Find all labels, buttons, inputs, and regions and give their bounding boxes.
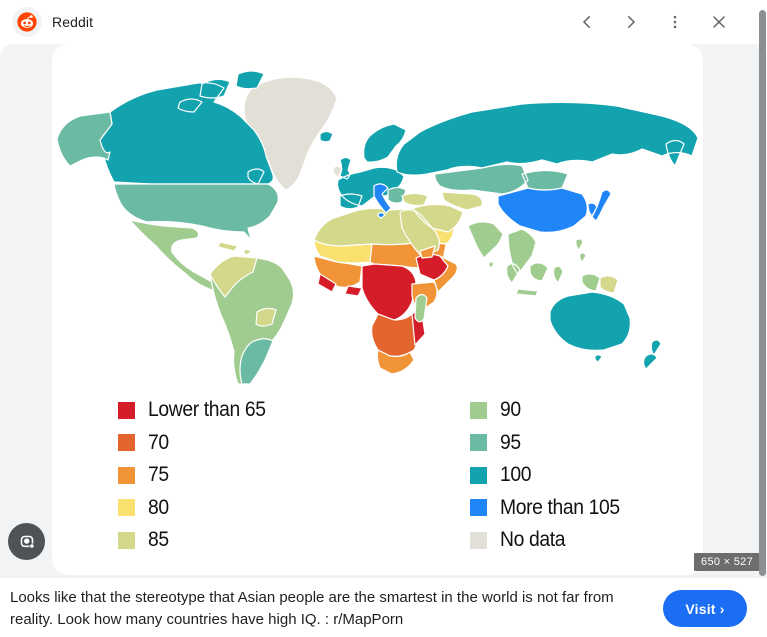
previous-image-button[interactable] [569, 4, 605, 40]
region-china [497, 187, 588, 233]
legend-item: More than 105 [470, 492, 630, 525]
search-inside-image-button[interactable] [8, 523, 45, 560]
source-title: Reddit [52, 14, 94, 30]
region-guinea-coast [317, 273, 363, 297]
legend-label: 100 [500, 463, 532, 487]
region-russia [395, 101, 699, 176]
image-dimensions-badge: 650 × 527 [694, 553, 760, 571]
map-legend: Lower than 65 70 75 80 85 [52, 394, 703, 569]
region-central-africa [361, 263, 417, 321]
region-new-guinea [599, 275, 619, 294]
region-madagascar [414, 293, 428, 323]
legend-label: 70 [148, 430, 169, 454]
legend-swatch [118, 499, 135, 517]
region-caribbean [217, 241, 252, 256]
region-argentina-chile [239, 338, 274, 385]
close-viewer-button[interactable] [701, 4, 737, 40]
legend-label: No data [500, 528, 566, 552]
region-india [467, 221, 504, 269]
region-korea-japan [587, 189, 612, 222]
legend-item: 90 [470, 394, 630, 427]
legend-label: 85 [148, 528, 169, 552]
region-mexico-central-america [129, 219, 219, 291]
world-iq-choropleth-map [56, 70, 699, 385]
google-lens-icon [20, 535, 34, 549]
reddit-logo-icon [17, 12, 37, 32]
legend-item: 95 [470, 427, 630, 460]
region-usa [113, 183, 279, 241]
chevron-right-icon [628, 16, 636, 28]
region-middle-east [399, 192, 464, 258]
region-balkans [387, 186, 407, 204]
legend-item: No data [470, 524, 630, 557]
topbar-actions [569, 0, 737, 44]
legend-swatch [470, 434, 487, 452]
legend-item: 100 [470, 459, 630, 492]
legend-label: Lower than 65 [148, 398, 266, 422]
region-andean-south-america [209, 255, 277, 327]
reddit-favicon-chip [12, 7, 42, 37]
legend-item: 80 [118, 492, 276, 525]
legend-label: 80 [148, 495, 169, 519]
legend-column-left: Lower than 65 70 75 80 85 [118, 394, 276, 557]
caption-bar: Looks like that the stereotype that Asia… [0, 578, 767, 637]
image-viewer-panel: Lower than 65 70 75 80 85 [0, 44, 767, 578]
legend-swatch [118, 401, 135, 419]
legend-column-right: 90 95 100 More than 105 No data [470, 394, 630, 557]
next-image-button[interactable] [613, 4, 649, 40]
legend-item: Lower than 65 [118, 394, 276, 427]
kebab-menu-icon [673, 15, 677, 29]
legend-swatch [470, 499, 487, 517]
legend-label: More than 105 [500, 495, 620, 519]
region-ireland [332, 165, 343, 178]
close-icon [713, 16, 725, 28]
legend-swatch [118, 434, 135, 452]
chevron-left-icon [582, 16, 590, 28]
result-image[interactable]: Lower than 65 70 75 80 85 [52, 44, 703, 575]
legend-swatch [118, 466, 135, 484]
legend-label: 95 [500, 430, 521, 454]
legend-swatch [470, 531, 487, 549]
legend-item: 70 [118, 427, 276, 460]
legend-swatch [118, 531, 135, 549]
legend-item: 85 [118, 524, 276, 557]
legend-swatch [470, 401, 487, 419]
visit-button[interactable]: Visit › [663, 590, 747, 627]
legend-label: 75 [148, 463, 169, 487]
image-caption[interactable]: Looks like that the stereotype that Asia… [10, 589, 614, 628]
legend-item: 75 [118, 459, 276, 492]
region-southeast-asia [505, 228, 601, 297]
region-yemen [419, 245, 436, 259]
legend-swatch [470, 466, 487, 484]
viewer-topbar: Reddit [0, 0, 767, 44]
region-canada [99, 70, 274, 185]
region-south-africa [376, 349, 415, 375]
scrollbar-thumb[interactable] [759, 10, 766, 576]
region-alaska [56, 111, 113, 167]
region-australia-nz [549, 291, 662, 370]
region-central-asia [441, 191, 483, 211]
legend-label: 90 [500, 398, 521, 422]
more-options-button[interactable] [657, 4, 693, 40]
region-italy [373, 183, 392, 219]
